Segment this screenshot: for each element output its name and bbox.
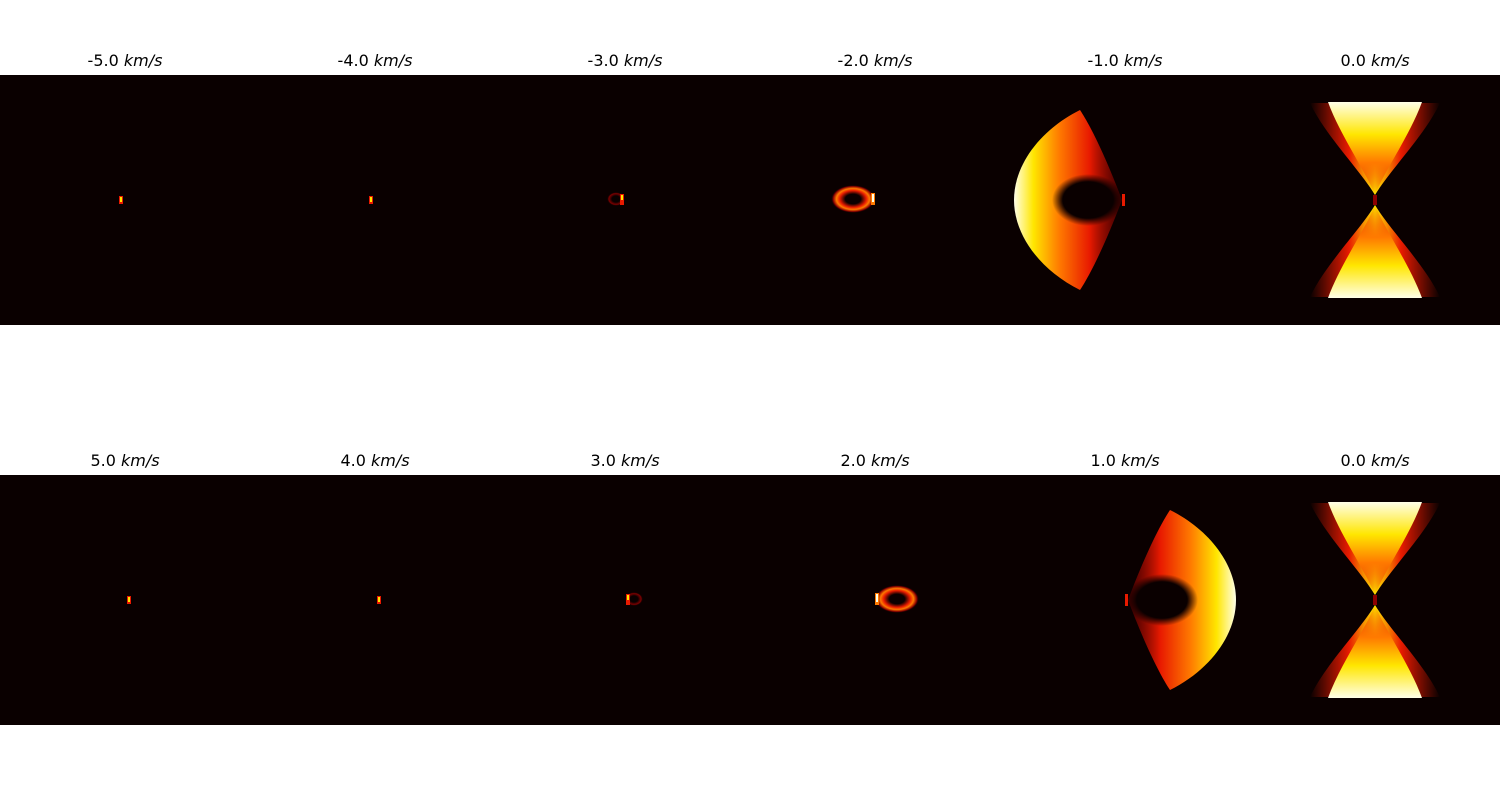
velocity-unit: km/s (623, 51, 663, 70)
velocity-channel-panel: 4.0 km/s (250, 451, 500, 725)
velocity-value: -3.0 (587, 51, 619, 70)
emission-point (1122, 194, 1125, 206)
emission-point-core (627, 595, 629, 600)
emission-point-core (621, 195, 623, 200)
velocity-unit: km/s (1120, 451, 1160, 470)
emission-cavity (1052, 174, 1124, 226)
panel-title: 3.0 km/s (500, 451, 750, 470)
velocity-unit: km/s (373, 51, 413, 70)
velocity-value: 1.0 (1090, 451, 1116, 470)
panel-title: 0.0 km/s (1250, 51, 1500, 70)
emission-map (750, 75, 1000, 325)
velocity-channel-panel: 1.0 km/s (1000, 451, 1250, 725)
velocity-unit: km/s (1123, 51, 1163, 70)
emission-map (750, 475, 1000, 725)
velocity-value: -2.0 (837, 51, 869, 70)
panel-title: 0.0 km/s (1250, 451, 1500, 470)
emission-map (0, 75, 250, 325)
velocity-unit: km/s (620, 451, 660, 470)
velocity-value: 4.0 (340, 451, 366, 470)
emission-map (0, 475, 250, 725)
emission-point-core (378, 597, 380, 602)
emission-map (1250, 75, 1500, 325)
emission-lobe-lower (1328, 205, 1422, 298)
emission-map (250, 75, 500, 325)
emission-point (1373, 595, 1377, 605)
channel-map-row-positive: 5.0 km/s 4.0 km/s 3.0 km/s 2.0 km/s 1.0 km/s… (0, 451, 1500, 725)
velocity-channel-panel: -1.0 km/s (1000, 51, 1250, 325)
panel-title: -2.0 km/s (750, 51, 1000, 70)
emission-ring (831, 185, 875, 213)
velocity-channel-panel: -5.0 km/s (0, 51, 250, 325)
velocity-unit: km/s (123, 51, 163, 70)
panel-title: 4.0 km/s (250, 451, 500, 470)
emission-ring (875, 585, 919, 613)
velocity-unit: km/s (370, 451, 410, 470)
emission-map (500, 75, 750, 325)
velocity-value: 2.0 (840, 451, 866, 470)
velocity-unit: km/s (873, 51, 913, 70)
velocity-channel-panel: -2.0 km/s (750, 51, 1000, 325)
panel-title: 5.0 km/s (0, 451, 250, 470)
velocity-value: 3.0 (590, 451, 616, 470)
channel-map-row-negative: -5.0 km/s -4.0 km/s -3.0 km/s -2.0 km/s -1.0… (0, 51, 1500, 325)
velocity-unit: km/s (1370, 51, 1410, 70)
velocity-channel-panel: 0.0 km/s (1250, 451, 1500, 725)
velocity-value: 5.0 (90, 451, 116, 470)
velocity-channel-panel: -4.0 km/s (250, 51, 500, 325)
velocity-channel-panel: 5.0 km/s (0, 451, 250, 725)
velocity-value: 0.0 (1340, 51, 1366, 70)
velocity-value: -5.0 (87, 51, 119, 70)
emission-lobe-upper (1328, 502, 1422, 595)
panel-title: -4.0 km/s (250, 51, 500, 70)
emission-point-core (120, 197, 122, 202)
panel-title: 1.0 km/s (1000, 451, 1250, 470)
emission-map (1000, 475, 1250, 725)
emission-map (1000, 75, 1250, 325)
emission-cavity (1126, 574, 1198, 626)
emission-lobe-upper (1328, 102, 1422, 195)
emission-lobe-lower (1328, 605, 1422, 698)
emission-point (1373, 195, 1377, 205)
panel-title: 2.0 km/s (750, 451, 1000, 470)
emission-point-core (876, 594, 878, 602)
velocity-unit: km/s (1370, 451, 1410, 470)
velocity-channel-panel: 3.0 km/s (500, 451, 750, 725)
velocity-channel-panel: -3.0 km/s (500, 51, 750, 325)
emission-map (1250, 475, 1500, 725)
emission-point-core (370, 197, 372, 202)
emission-point (1125, 594, 1128, 606)
velocity-channel-panel: 2.0 km/s (750, 451, 1000, 725)
velocity-unit: km/s (870, 451, 910, 470)
panel-title: -1.0 km/s (1000, 51, 1250, 70)
velocity-channel-panel: 0.0 km/s (1250, 51, 1500, 325)
velocity-value: -1.0 (1087, 51, 1119, 70)
panel-title: -3.0 km/s (500, 51, 750, 70)
velocity-value: -4.0 (337, 51, 369, 70)
velocity-unit: km/s (120, 451, 160, 470)
velocity-value: 0.0 (1340, 451, 1366, 470)
emission-map (250, 475, 500, 725)
emission-point-core (128, 597, 130, 602)
emission-map (500, 475, 750, 725)
panel-title: -5.0 km/s (0, 51, 250, 70)
emission-point-core (872, 194, 874, 202)
